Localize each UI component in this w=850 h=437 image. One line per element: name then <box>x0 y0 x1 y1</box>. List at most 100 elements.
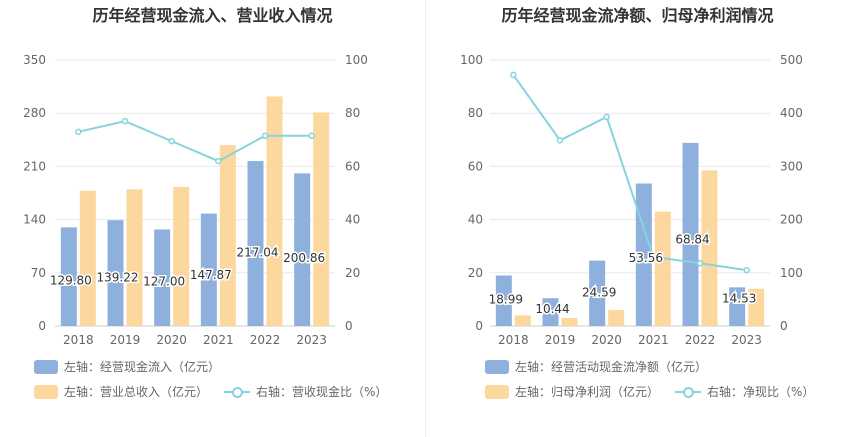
legend-label: 右轴：营收现金比（%） <box>256 385 388 399</box>
bar-revenue <box>126 189 143 326</box>
left-axis-tick-label: 60 <box>468 159 483 173</box>
bar-cash-inflow <box>294 173 311 326</box>
panel-divider <box>425 0 426 437</box>
bar-net-operating-cash <box>542 298 559 326</box>
bar-net-profit <box>514 315 531 326</box>
x-axis-tick-label: 2018 <box>63 333 94 347</box>
bar-revenue <box>79 190 96 326</box>
bar-data-label: 217.04 <box>237 246 279 260</box>
ratio-line-point <box>650 253 657 261</box>
legend-label: 左轴：经营现金流入（亿元） <box>64 360 221 374</box>
x-axis-tick-label: 2020 <box>591 333 622 347</box>
left-axis-tick-label: 80 <box>468 106 483 120</box>
legend-line-icon <box>675 385 702 399</box>
right-axis-tick-label: 0 <box>345 319 353 333</box>
bar-data-label: 68.84 <box>675 233 709 247</box>
bar-cash-inflow <box>154 229 171 326</box>
legend-item-net-profit[interactable]: 左轴：归母净利润（亿元） <box>485 383 659 400</box>
ratio-line-point <box>510 71 517 79</box>
ratio-line-point <box>121 117 129 125</box>
bar-data-label: 10.44 <box>535 302 569 316</box>
legend-swatch-orange <box>34 384 58 399</box>
bar-net-profit <box>561 318 578 326</box>
ratio-line-point <box>556 137 564 144</box>
right-axis-tick-label: 80 <box>345 106 360 120</box>
bar-data-label: 14.53 <box>722 291 756 305</box>
bar-data-label: 200.86 <box>283 251 325 265</box>
right-axis-tick-label: 20 <box>345 266 360 280</box>
left-axis-tick-label: 100 <box>460 53 483 67</box>
right-axis-tick-label: 60 <box>345 159 360 173</box>
bar-net-profit <box>701 170 718 326</box>
bar-net-operating-cash <box>682 142 699 326</box>
bar-net-profit <box>608 310 625 326</box>
legend-label: 左轴：归母净利润（亿元） <box>515 385 660 399</box>
right-axis-tick-label: 0 <box>780 319 788 333</box>
chart-svg-cash-inflow-revenue: 0 70 140 210 280 350 0 20 40 60 80 100 2018 2019 2020 2… <box>23 53 368 347</box>
ratio-line-point <box>261 132 269 140</box>
left-axis-tick-label: 0 <box>38 319 46 333</box>
bar-net-profit <box>748 288 765 326</box>
legend-item-net-cash-ratio[interactable]: 右轴：净现比（%） <box>675 383 814 400</box>
chart-panel-net-cash-net-profit: 历年经营现金流净额、归母净利润情况 0 20 40 60 80 100 0 100 200 300… <box>425 0 850 437</box>
bar-revenue <box>266 96 283 326</box>
bar-data-label: 129.80 <box>50 274 92 288</box>
left-axis-tick-label: 70 <box>31 266 46 280</box>
bar-data-label: 147.87 <box>190 268 232 282</box>
legend-label: 左轴：经营活动现金流净额（亿元） <box>515 360 708 374</box>
legend-swatch-orange <box>485 384 509 399</box>
legend-item-revenue[interactable]: 左轴：营业总收入（亿元） <box>34 383 208 400</box>
x-axis-tick-label: 2022 <box>250 333 281 347</box>
chart-panel-cash-inflow-revenue: 历年经营现金流入、营业收入情况 0 70 140 210 280 350 0 20 40 60 80… <box>23 6 387 400</box>
bar-revenue <box>219 145 236 326</box>
bar-net-profit <box>654 211 671 326</box>
right-axis-tick-label: 100 <box>345 53 368 67</box>
bar-cash-inflow <box>60 227 77 326</box>
bar-data-label: 139.22 <box>97 271 139 285</box>
ratio-line-point <box>215 157 222 165</box>
bar-cash-inflow <box>247 161 264 326</box>
legend-label: 左轴：营业总收入（亿元） <box>64 385 209 399</box>
ratio-line <box>512 74 747 272</box>
bar-data-label: 53.56 <box>629 251 663 265</box>
x-axis-tick-label: 2020 <box>156 333 187 347</box>
x-axis-tick-label: 2022 <box>685 333 716 347</box>
bar-cash-inflow <box>200 213 217 326</box>
legend-line-icon <box>224 385 251 399</box>
ratio-line <box>78 120 312 163</box>
left-axis-tick-label: 280 <box>23 106 46 120</box>
bar-data-label: 127.00 <box>143 274 185 288</box>
ratio-line-point <box>308 132 315 140</box>
x-axis-tick-label: 2018 <box>498 333 529 347</box>
ratio-line-point <box>75 128 82 136</box>
chart-title: 历年经营现金流净额、归母净利润情况 <box>501 6 774 25</box>
x-axis-tick-label: 2021 <box>203 333 234 347</box>
bar-cash-inflow <box>107 220 124 326</box>
right-axis-tick-label: 400 <box>780 106 803 120</box>
left-axis-tick-label: 350 <box>23 53 46 67</box>
ratio-line-point <box>168 137 175 145</box>
legend-item-net-operating-cash[interactable]: 左轴：经营活动现金流净额（亿元） <box>485 358 707 375</box>
left-axis-tick-label: 0 <box>475 319 483 333</box>
chart-svg-net-cash-net-profit: 0 20 40 60 80 100 0 100 200 300 400 500 2018 2019 2020… <box>460 53 803 347</box>
legend-item-revenue-cash-ratio[interactable]: 右轴：营收现金比（%） <box>224 383 387 400</box>
x-axis-tick-label: 2019 <box>110 333 141 347</box>
bar-net-operating-cash <box>589 260 606 326</box>
legend-item-cash-inflow[interactable]: 左轴：经营现金流入（亿元） <box>34 358 220 375</box>
x-axis-tick-label: 2023 <box>296 333 327 347</box>
ratio-line-point <box>696 259 704 267</box>
right-axis-tick-label: 200 <box>780 213 803 227</box>
bar-data-label: 24.59 <box>582 286 616 300</box>
x-axis-tick-label: 2023 <box>731 333 762 347</box>
ratio-line-point <box>743 266 750 274</box>
right-axis-tick-label: 500 <box>780 53 803 67</box>
right-axis-tick-label: 100 <box>780 266 803 280</box>
right-axis-tick-label: 300 <box>780 159 803 173</box>
left-axis-tick-label: 140 <box>23 213 46 227</box>
x-axis-tick-label: 2019 <box>545 333 576 347</box>
x-axis-tick-label: 2021 <box>638 333 669 347</box>
chart-title: 历年经营现金流入、营业收入情况 <box>92 6 333 25</box>
bar-net-operating-cash <box>495 275 512 326</box>
bar-net-operating-cash <box>729 287 746 326</box>
left-axis-tick-label: 20 <box>468 266 483 280</box>
